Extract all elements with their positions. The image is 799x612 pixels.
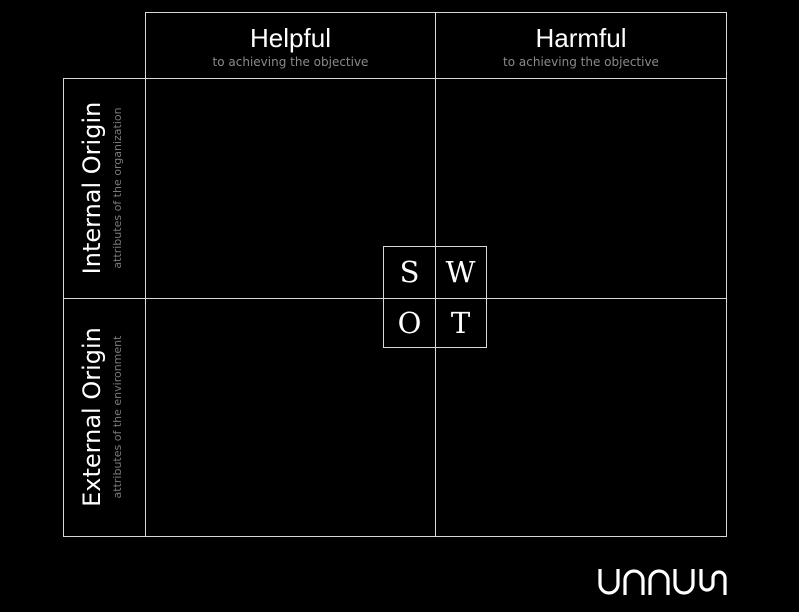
column-header-helpful: Helpful to achieving the objective: [146, 13, 435, 78]
column-title: Harmful: [535, 23, 627, 53]
row-header-external-origin: External Origin attributes of the enviro…: [64, 307, 144, 527]
grid-line-right: [726, 12, 727, 537]
grid-line-row-header-left: [63, 78, 64, 537]
unnus-logo: [597, 560, 727, 600]
swot-center-box: S W O T: [383, 246, 487, 348]
column-header-harmful: Harmful to achieving the objective: [436, 13, 726, 78]
swot-box-right: [486, 246, 487, 348]
row-subtitle: attributes of the organization: [111, 107, 124, 269]
row-header-internal-origin: Internal Origin attributes of the organi…: [64, 78, 144, 298]
swot-letter-s: S: [399, 255, 420, 289]
grid-line-middle-vertical: [435, 12, 436, 537]
grid-line-top: [145, 12, 727, 13]
row-subtitle: attributes of the environment: [111, 335, 124, 499]
column-subtitle: to achieving the objective: [212, 55, 369, 69]
column-title: Helpful: [250, 23, 331, 53]
grid-line-header-bottom: [63, 78, 727, 79]
row-title: Internal Origin: [78, 101, 106, 275]
swot-letter-w: W: [445, 255, 476, 289]
swot-box-left: [383, 246, 384, 348]
unnus-logo-icon: [598, 569, 727, 595]
column-subtitle: to achieving the objective: [503, 55, 659, 69]
swot-letter-o: O: [397, 306, 422, 340]
grid-line-bottom: [63, 536, 727, 537]
swot-letter-t: T: [450, 306, 471, 340]
row-title: External Origin: [78, 327, 106, 507]
grid-line-middle-horizontal: [63, 298, 727, 299]
swot-box-top: [383, 246, 487, 247]
swot-box-bottom: [383, 347, 487, 348]
grid-line-left: [145, 12, 146, 537]
